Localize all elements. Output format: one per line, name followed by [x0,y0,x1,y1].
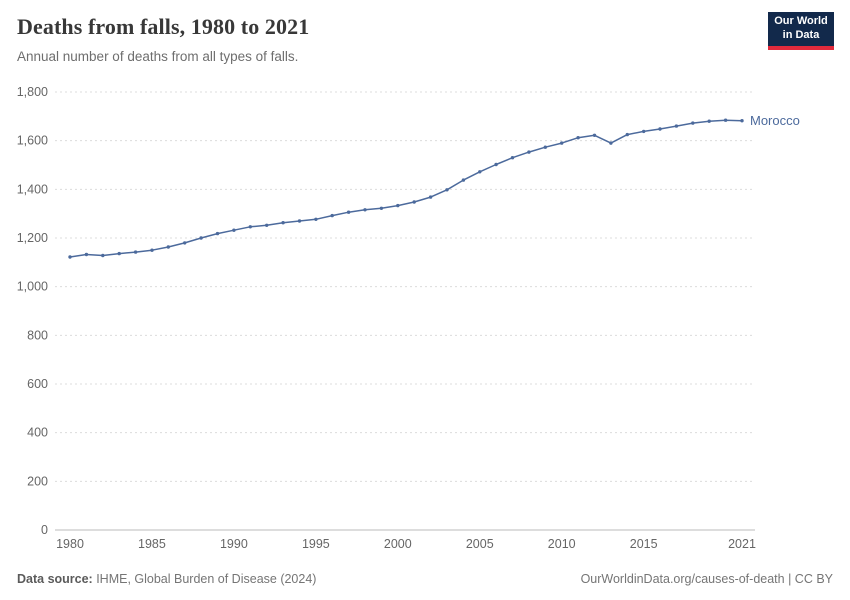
x-tick-label: 1985 [138,537,166,551]
y-tick-label: 1,000 [17,280,48,294]
data-point [461,178,466,182]
data-point [133,250,138,254]
data-point [281,221,285,225]
y-tick-label: 800 [27,328,48,342]
data-point [183,241,187,245]
y-tick-label: 1,800 [17,85,48,99]
data-point [412,200,416,204]
data-source-label: Data source: [17,572,93,586]
y-tick-label: 200 [27,474,48,488]
data-point [265,223,269,227]
x-tick-label: 1995 [302,537,330,551]
y-tick-label: 600 [27,377,48,391]
morocco-line [69,119,743,258]
data-point [314,217,318,221]
data-point [248,225,252,229]
data-source-text: IHME, Global Burden of Disease (2024) [92,572,317,586]
data-point [560,141,564,145]
data-point [543,145,547,149]
data-point [707,119,711,123]
data-point [445,188,449,192]
data-point [150,248,154,252]
data-source-note: Data source: IHME, Global Burden of Dise… [17,572,316,586]
data-point [625,132,629,137]
owid-logo-line2: in Data [782,29,820,41]
y-tick-label: 400 [27,426,48,440]
data-point [658,127,662,131]
x-tick-label: 2005 [466,537,494,551]
data-point [478,170,482,174]
x-tick-label: 1990 [220,537,248,551]
chart-footer: Data source: IHME, Global Burden of Dise… [17,572,833,586]
data-point [642,129,646,134]
x-tick-label: 2015 [630,537,658,551]
data-point [232,228,236,232]
data-point [346,210,351,214]
x-tick-label: 2000 [384,537,412,551]
owid-url-link[interactable]: OurWorldinData.org/causes-of-death | CC … [580,572,833,586]
data-point [527,150,531,154]
x-tick-label: 1980 [56,537,84,551]
data-point [494,162,498,167]
data-point [297,219,302,223]
data-point [396,203,400,208]
data-point [330,213,334,218]
data-point [117,251,121,256]
data-point [68,255,72,259]
data-point [379,206,384,210]
data-point [723,118,728,122]
y-tick-label: 1,200 [17,231,48,245]
x-tick-label: 2010 [548,537,576,551]
y-tick-label: 1,400 [17,182,48,196]
data-point [576,136,580,140]
chart-header: Deaths from falls, 1980 to 2021 Annual n… [17,14,750,64]
data-point [609,141,613,145]
data-point [510,156,515,160]
data-point [166,245,170,249]
data-point [592,133,597,137]
data-point [691,121,695,125]
y-tick-label: 1,600 [17,134,48,148]
data-point [363,208,367,212]
x-tick-label: 2021 [728,537,756,551]
data-point [215,231,220,236]
data-point [428,195,433,199]
chart-title: Deaths from falls, 1980 to 2021 [17,14,310,39]
series-label: Morocco [750,113,800,128]
owid-logo-line1: Our World [774,15,828,28]
data-point [101,253,105,258]
y-tick-label: 0 [41,523,48,537]
data-point [84,252,89,257]
chart-subtitle: Annual number of deaths from all types o… [17,49,299,64]
data-point [674,124,679,128]
data-point [199,236,203,240]
data-point [740,119,744,123]
owid-logo[interactable]: Our World in Data [768,12,834,50]
